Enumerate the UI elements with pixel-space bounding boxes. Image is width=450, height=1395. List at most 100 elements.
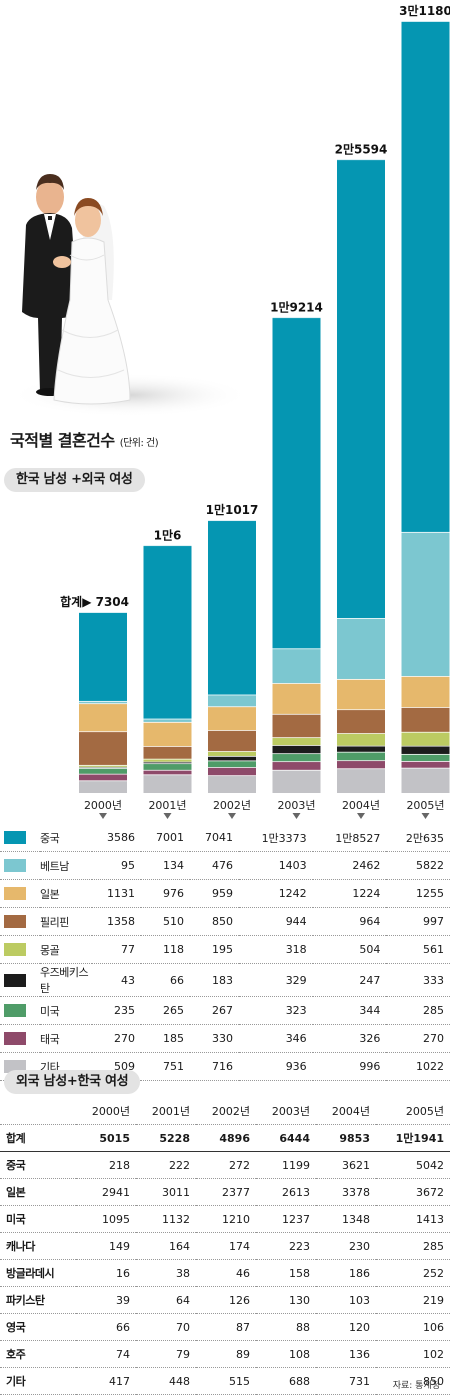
table-cell: 2613 [256, 1178, 316, 1206]
legend-value: 561 [386, 935, 450, 964]
table-row: 일본 2941 3011 2377 2613 3378 3672 [0, 1178, 450, 1206]
legend-swatch-cell [0, 851, 40, 880]
legend-value: 318 [239, 935, 313, 964]
legend-swatch-cell [0, 1024, 40, 1053]
table-cell: 126 [196, 1286, 256, 1314]
table-cell: 64 [136, 1286, 196, 1314]
bar-segment-기타-2003년 [272, 769, 321, 793]
legend-row: 미국 235 265 267 323 344 285 [0, 996, 450, 1025]
bar-segment-베트남-2003년 [272, 648, 321, 684]
table-corner [0, 1098, 76, 1125]
bar-segment-기타-2001년 [143, 774, 192, 793]
legend-value: 95 [92, 851, 141, 880]
legend-value: 183 [190, 963, 239, 997]
table-cell: 9853 [316, 1124, 376, 1152]
table-cell: 70 [136, 1313, 196, 1341]
legend-value: 330 [190, 1024, 239, 1053]
legend-value: 195 [190, 935, 239, 964]
segment-separator [272, 745, 321, 746]
row-label: 중국 [0, 1151, 76, 1179]
table-cell: 102 [376, 1340, 450, 1368]
segment-separator [337, 733, 385, 734]
table-cell: 1237 [256, 1205, 316, 1233]
legend-swatch-cell [0, 879, 40, 908]
table-cell: 515 [196, 1367, 256, 1395]
legend-row: 우즈베키스탄 43 66 183 329 247 333 [0, 963, 450, 997]
table-cell: 106 [376, 1313, 450, 1341]
table-cell: 89 [196, 1340, 256, 1368]
table-cell: 130 [256, 1286, 316, 1314]
table-cell: 3378 [316, 1178, 376, 1206]
row-label: 파키스탄 [0, 1286, 76, 1314]
legend-swatch [4, 1060, 26, 1073]
bar-segment-미국-2004년 [337, 751, 385, 761]
legend-value: 3586 [92, 824, 141, 852]
segment-separator [272, 753, 321, 755]
legend-value: 997 [386, 907, 450, 936]
legend-series-name: 일본 [40, 879, 92, 908]
total-label-2004년: 2만5594 [335, 141, 388, 156]
legend-swatch-cell [0, 935, 40, 964]
legend-series-name: 몽골 [40, 935, 92, 964]
bar-segment-베트남-2004년 [337, 618, 385, 679]
table-cell: 3621 [316, 1151, 376, 1179]
bar-segment-태국-2002년 [208, 767, 256, 776]
legend-value: 504 [312, 935, 387, 964]
table-cell: 149 [76, 1232, 136, 1260]
table-cell: 1413 [376, 1205, 450, 1233]
legend-value: 118 [141, 935, 190, 964]
legend-value: 185 [141, 1024, 190, 1053]
table-cell: 1095 [76, 1205, 136, 1233]
table-cell: 1348 [316, 1205, 376, 1233]
bar-segment-중국-2005년 [401, 21, 450, 532]
legend-value: 944 [239, 907, 313, 936]
legend-value: 2462 [312, 851, 387, 880]
legend-value: 1만3373 [239, 824, 313, 852]
bar-segment-몽골-2004년 [337, 733, 385, 746]
segment-separator [337, 159, 385, 161]
row-label: 기타 [0, 1367, 76, 1395]
bar-segment-몽골-2002년 [208, 751, 256, 756]
table-row: 캐나다 149 164 174 223 230 285 [0, 1232, 450, 1260]
table-cell: 5228 [136, 1124, 196, 1152]
segment-separator [79, 731, 127, 733]
down-triangle-icon [357, 813, 365, 819]
segment-separator [208, 694, 256, 696]
table-cell: 1만1941 [376, 1124, 450, 1152]
segment-separator [79, 766, 127, 768]
bar-segment-기타-2005년 [401, 767, 450, 793]
legend-value: 247 [312, 963, 387, 997]
table-cell: 850 [376, 1367, 450, 1395]
segment-separator [79, 700, 127, 702]
legend-value: 976 [141, 879, 190, 908]
table-cell: 186 [316, 1259, 376, 1287]
column-header: 2003년 [256, 1098, 316, 1125]
table-cell: 120 [316, 1313, 376, 1341]
table-cell: 16 [76, 1259, 136, 1287]
segment-separator [143, 758, 192, 760]
table-row: 호주 74 79 89 108 136 102 [0, 1340, 450, 1368]
legend-value: 333 [386, 963, 450, 997]
legend-swatch [4, 831, 26, 844]
table-cell: 218 [76, 1151, 136, 1179]
segment-separator [79, 767, 127, 769]
legend-value: 716 [190, 1052, 239, 1081]
segment-separator [337, 618, 385, 619]
table-row: 기타 417 448 515 688 731 850 [0, 1367, 450, 1395]
legend-swatch [4, 915, 26, 928]
legend-swatch [4, 1004, 26, 1017]
down-triangle-icon [228, 813, 236, 819]
legend-swatch-cell [0, 907, 40, 936]
legend-value: 267 [190, 996, 239, 1025]
table-cell: 1199 [256, 1151, 316, 1179]
total-label-2001년: 1만6 [154, 527, 182, 542]
segment-separator [401, 531, 450, 533]
bar-segment-태국-2003년 [272, 761, 321, 770]
legend-swatch [4, 859, 26, 872]
legend-value: 1224 [312, 879, 387, 908]
segment-separator [272, 737, 321, 739]
bar-segment-중국-2004년 [337, 159, 385, 619]
row-label: 합계 [0, 1124, 76, 1152]
legend-series-name: 태국 [40, 1024, 92, 1053]
legend-swatch [4, 887, 26, 900]
